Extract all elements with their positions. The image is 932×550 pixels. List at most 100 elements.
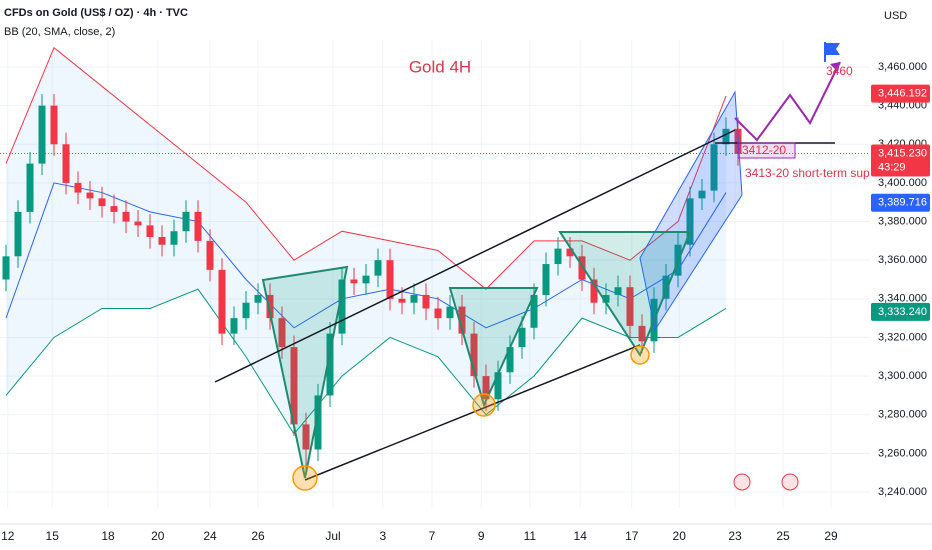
y-tick-label: 3,380.000	[878, 215, 927, 227]
candle-body	[266, 294, 274, 319]
candle-body	[230, 318, 238, 334]
y-tick-label: 3,300.000	[878, 370, 927, 382]
candle-body	[722, 128, 730, 145]
candle-body	[638, 325, 646, 342]
triangle	[261, 265, 349, 479]
flag	[826, 43, 840, 55]
y-tick-label: 3,340.000	[878, 293, 927, 305]
currency-label[interactable]: USD	[884, 10, 907, 22]
candle-body	[146, 225, 154, 237]
y-tick-label: 3,460.000	[878, 61, 927, 73]
candle-body	[398, 298, 406, 303]
axis-layer: 3,240.000 3,260.000 3,280.000 3,300.000 3,32…	[0, 61, 932, 543]
x-tick-label: 20	[673, 529, 687, 543]
price-tag	[871, 144, 930, 177]
candle-body	[278, 318, 286, 348]
y-tick-label: 3,360.000	[878, 254, 927, 266]
band-line	[5, 288, 727, 435]
candle-body	[26, 163, 34, 212]
candle-body	[614, 287, 622, 295]
candle-body	[470, 333, 478, 377]
price-tag-label: 3,446.192	[878, 88, 927, 100]
pivot-circle	[630, 345, 650, 365]
x-tick-label: 14	[574, 529, 588, 543]
indicator-label: BB (20, SMA, close, 2)	[4, 26, 115, 38]
x-tick-label: 9	[478, 529, 485, 543]
band-line	[5, 46, 727, 290]
candle-body	[290, 347, 298, 425]
arrow-head	[830, 62, 840, 72]
trendline	[304, 344, 641, 481]
x-tick-label: 12	[1, 529, 15, 543]
price-axis	[870, 0, 932, 550]
zone-label: 3412-20	[742, 143, 786, 157]
candle-body	[686, 198, 694, 245]
channel	[639, 90, 743, 332]
candle-body	[314, 395, 322, 450]
candle-body	[566, 248, 574, 257]
candle-body	[74, 182, 82, 193]
chart-title: CFDs on Gold (US$ / OZ) · 4h · TVC	[4, 7, 188, 19]
pivot-circle	[472, 393, 496, 417]
candle-body	[494, 372, 502, 400]
candle-body	[350, 279, 358, 284]
candle-body	[446, 306, 454, 319]
trendline	[214, 129, 736, 383]
candle-body	[182, 211, 190, 232]
candle-body	[626, 287, 634, 326]
candle-body	[14, 211, 22, 257]
candle-body	[254, 294, 262, 303]
candle-body	[518, 327, 526, 348]
x-tick-label: 29	[824, 529, 838, 543]
candle-body	[302, 424, 310, 450]
candle-body	[698, 190, 706, 199]
x-tick-label: 26	[251, 529, 265, 543]
candle-body	[362, 275, 370, 284]
x-tick-label: 25	[776, 529, 790, 543]
candle-body	[170, 231, 178, 245]
candle-body	[134, 221, 142, 226]
drawings	[214, 42, 841, 491]
candle-body	[62, 144, 70, 183]
candle-body	[590, 279, 598, 303]
price-tag	[871, 84, 930, 103]
x-tick-label: 15	[46, 529, 60, 543]
candle-body	[242, 302, 250, 319]
triangle	[558, 231, 692, 358]
candle-body	[374, 260, 382, 276]
price-tag	[871, 193, 930, 212]
x-tick-label: Jul	[325, 529, 340, 543]
candle-body	[386, 260, 394, 299]
y-tick-label: 3,280.000	[878, 409, 927, 421]
support-label: 3413-20 short-term support	[745, 166, 891, 180]
candle-body	[158, 237, 166, 245]
candle-body	[38, 105, 46, 164]
candle-body	[338, 279, 346, 334]
chart-label: Gold 4H	[409, 57, 471, 76]
candle-body	[206, 240, 214, 270]
zone-box	[737, 142, 796, 159]
candle-body	[458, 306, 466, 334]
candle-body	[542, 264, 550, 295]
target-label: 3460	[826, 64, 853, 78]
pivot-circle	[292, 465, 318, 491]
price-tag-label: 3,333.240	[878, 306, 927, 318]
x-tick-label: 24	[203, 529, 217, 543]
x-tick-label: 11	[524, 529, 537, 543]
event-icon[interactable]	[733, 473, 751, 491]
candle-body	[554, 248, 562, 265]
price-tag-label: 3,389.716	[878, 197, 927, 209]
x-tick-label: 7	[429, 529, 436, 543]
candle-body	[218, 269, 226, 334]
event-icon[interactable]	[781, 473, 799, 491]
projection-path	[734, 61, 841, 142]
candle-body	[710, 144, 718, 191]
countdown: 43:29	[878, 161, 906, 173]
x-tick-label: 23	[728, 529, 742, 543]
candle-body	[410, 294, 418, 303]
candle-body	[530, 294, 538, 328]
x-tick-label: 18	[101, 529, 115, 543]
candle-body	[602, 294, 610, 303]
candle-body	[86, 192, 94, 199]
candle-body	[110, 206, 118, 212]
